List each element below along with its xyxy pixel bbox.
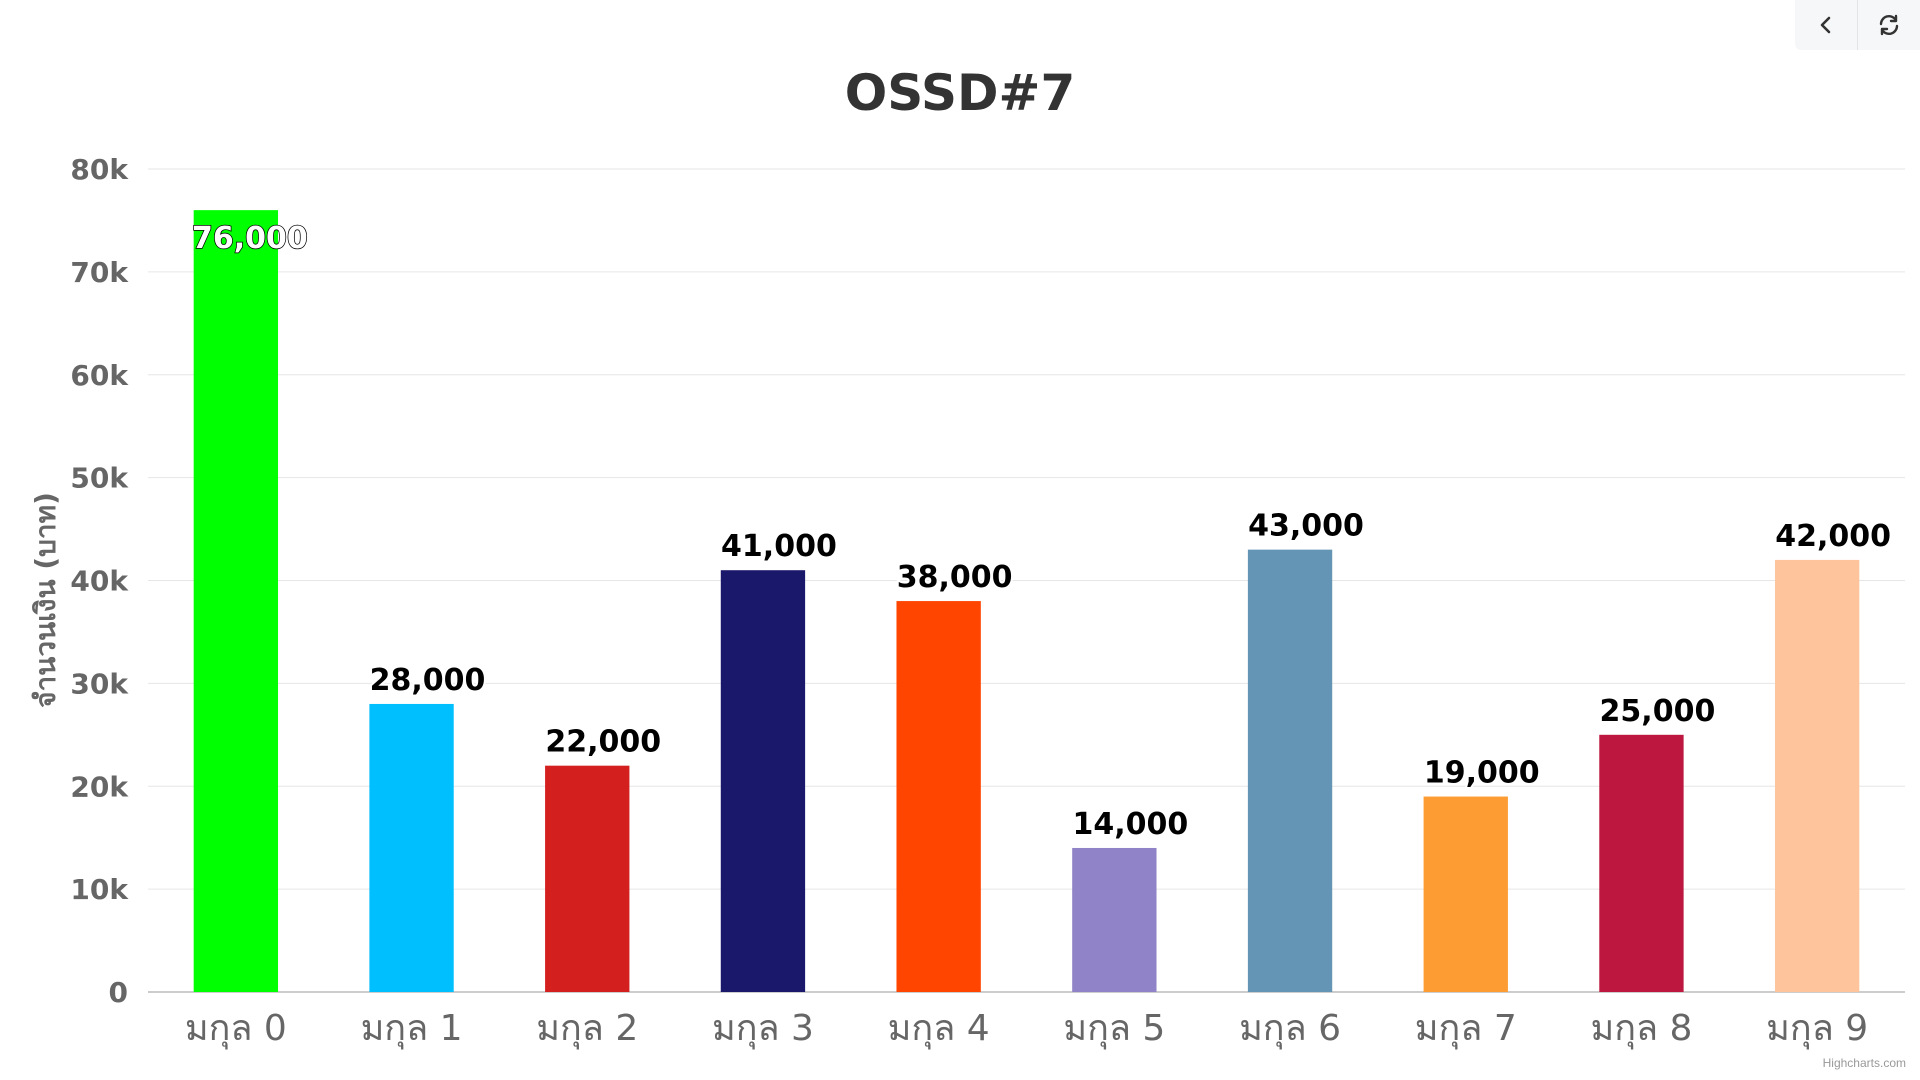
x-tick-label: มกุล 7	[1415, 1008, 1517, 1050]
x-axis-ticks: มกุล 0 มกุล 1 มกุล 2 มกุล 3 มกุล 4 มกุล 5 มกุล…	[185, 1008, 1868, 1050]
x-tick-label: มกุล 3	[712, 1008, 814, 1050]
chevron-left-icon	[1816, 15, 1836, 35]
data-label: 43,000	[1248, 509, 1364, 544]
data-label: 25,000	[1600, 694, 1716, 729]
x-tick-label: มกุล 5	[1063, 1008, 1165, 1050]
bar[interactable]	[896, 601, 981, 992]
bar[interactable]	[1072, 847, 1157, 992]
chart-title: OSSD#7	[845, 64, 1075, 122]
refresh-icon	[1877, 13, 1901, 37]
bar[interactable]	[1247, 549, 1333, 992]
back-button[interactable]	[1795, 0, 1857, 50]
y-axis-ticks: 0 10k 20k 30k 40k 50k 60k 70k 80k	[70, 153, 129, 1009]
data-label: 76,000	[192, 221, 308, 256]
data-label: 42,000	[1775, 519, 1891, 554]
x-tick-label: มกุล 6	[1239, 1008, 1341, 1050]
y-tick-label: 30k	[70, 667, 129, 700]
y-tick-label: 50k	[70, 462, 129, 495]
data-label: 19,000	[1424, 756, 1540, 791]
data-label: 22,000	[545, 725, 661, 760]
x-tick-label: มกุล 2	[536, 1008, 638, 1050]
data-label: 38,000	[897, 560, 1013, 595]
y-tick-label: 20k	[70, 770, 129, 803]
bar[interactable]	[1774, 559, 1860, 992]
y-tick-label: 80k	[70, 153, 129, 186]
data-label: 14,000	[1072, 807, 1188, 842]
x-tick-label: มกุล 0	[185, 1008, 287, 1050]
bar[interactable]	[545, 765, 630, 992]
y-tick-label: 60k	[70, 359, 129, 392]
data-label: 41,000	[721, 529, 837, 564]
data-label: 28,000	[370, 663, 486, 698]
y-tick-label: 70k	[70, 256, 129, 289]
chart-toolbar	[1795, 0, 1920, 50]
y-axis-label: จำนวนเงิน (บาท)	[29, 492, 62, 708]
y-tick-label: 40k	[70, 565, 129, 598]
bar[interactable]	[720, 570, 806, 992]
bar[interactable]	[369, 703, 454, 992]
x-tick-label: มกุล 4	[888, 1008, 990, 1050]
refresh-button[interactable]	[1857, 0, 1920, 50]
bars	[193, 210, 1860, 992]
y-tick-label: 10k	[70, 873, 129, 906]
x-tick-label: มกุล 8	[1590, 1008, 1692, 1050]
chart-credits[interactable]: Highcharts.com	[1822, 1056, 1906, 1070]
y-tick-label: 0	[109, 976, 128, 1009]
x-tick-label: มกุล 1	[361, 1008, 463, 1050]
x-tick-label: มกุล 9	[1766, 1008, 1868, 1050]
data-labels: 76,000 28,000 22,000 41,000 38,000 14,000 43,0…	[191, 220, 1893, 844]
bar[interactable]	[193, 210, 279, 992]
bar[interactable]	[1423, 796, 1508, 992]
bar[interactable]	[1599, 734, 1684, 992]
